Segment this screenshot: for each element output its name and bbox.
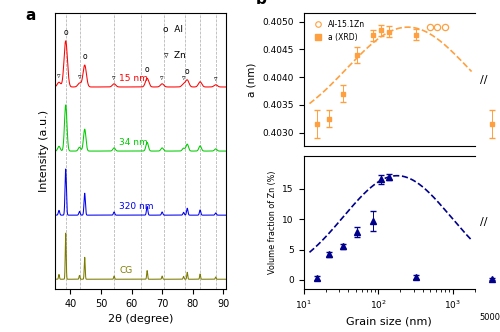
Y-axis label: a (nm): a (nm) <box>247 63 257 97</box>
Text: o: o <box>64 28 68 37</box>
Text: $\triangledown$: $\triangledown$ <box>181 74 186 82</box>
Y-axis label: Intensity (a.u.): Intensity (a.u.) <box>40 110 50 192</box>
Y-axis label: Volume fraction of Zn (%): Volume fraction of Zn (%) <box>268 171 277 274</box>
Text: 50000: 50000 <box>479 313 500 322</box>
X-axis label: 2θ (degree): 2θ (degree) <box>108 314 174 324</box>
Text: o: o <box>185 67 190 76</box>
Text: 320 nm: 320 nm <box>120 202 154 211</box>
X-axis label: Grain size (nm): Grain size (nm) <box>346 316 432 326</box>
Text: $\triangledown$: $\triangledown$ <box>160 75 165 82</box>
Text: //: // <box>480 75 488 85</box>
Text: a: a <box>26 8 36 23</box>
Text: $\triangledown$: $\triangledown$ <box>213 76 218 83</box>
Text: //: // <box>480 217 488 227</box>
Text: $\triangledown$: $\triangledown$ <box>76 74 82 81</box>
Text: 34 nm: 34 nm <box>120 138 148 147</box>
Text: o: o <box>145 65 150 74</box>
Text: o: o <box>82 52 87 61</box>
Text: $\triangledown$: $\triangledown$ <box>56 73 62 80</box>
Text: b: b <box>256 0 266 7</box>
Legend: Al-15.1Zn, a (XRD): Al-15.1Zn, a (XRD) <box>308 17 368 45</box>
Text: CG: CG <box>120 266 132 275</box>
Text: 15 nm: 15 nm <box>120 74 148 83</box>
Text: $\triangledown$: $\triangledown$ <box>112 75 117 82</box>
